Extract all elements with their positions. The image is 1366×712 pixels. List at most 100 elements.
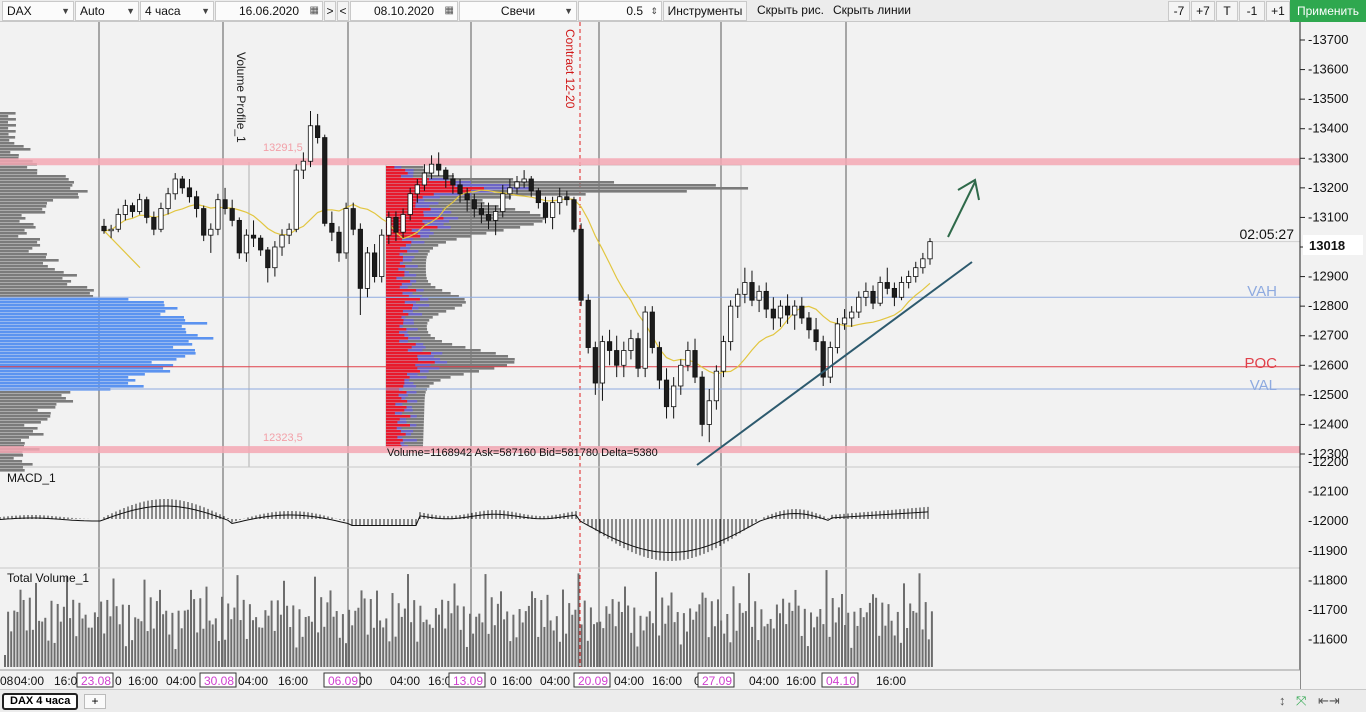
minus1-button[interactable]: -1 <box>1239 1 1265 21</box>
minus7-button[interactable]: -7 <box>1168 1 1190 21</box>
value-stepper[interactable]: 0.5 ⇕ <box>578 1 662 21</box>
candle-body <box>913 267 919 277</box>
ask-bar <box>386 337 409 340</box>
volume-bar <box>140 621 143 667</box>
profile-bar <box>0 310 166 313</box>
timeframe-select[interactable]: 4 часа ▼ <box>140 1 214 21</box>
chevron-down-icon: ▼ <box>564 6 573 16</box>
ask-bar <box>386 421 398 424</box>
volume-bar <box>648 611 651 667</box>
volume-bar <box>103 633 106 667</box>
volume-bar <box>109 616 112 667</box>
date-to-input[interactable]: 08.10.2020 ▦ <box>350 1 458 21</box>
volume-bar <box>701 592 704 667</box>
prev-button[interactable]: < <box>337 1 349 21</box>
volume-bar <box>329 590 332 667</box>
hide-lines-button[interactable]: Скрыть линии <box>832 3 912 17</box>
volume-bar <box>509 641 512 667</box>
chart-type-select[interactable]: Свечи ▼ <box>459 1 577 21</box>
candle-body <box>521 178 527 183</box>
profile-bar <box>0 400 74 403</box>
volume-bar <box>630 632 633 667</box>
volume-bar <box>868 602 871 667</box>
profile-bar <box>0 172 38 175</box>
hide-drawings-button[interactable]: Скрыть рис. <box>756 3 824 17</box>
volume-bar <box>670 592 673 667</box>
chevron-down-icon: ▼ <box>61 6 70 16</box>
volume-bar <box>735 630 738 667</box>
profile-bar <box>386 358 515 361</box>
volume-bar <box>428 624 431 667</box>
volume-bar <box>90 627 93 667</box>
time-label: 16:00 <box>786 674 816 688</box>
drawings[interactable] <box>696 178 980 466</box>
ask-bar <box>386 391 407 394</box>
tab-dax-4h[interactable]: DAX 4 часа <box>2 693 79 710</box>
volume-panel <box>4 570 933 667</box>
candle-body <box>471 199 477 209</box>
profile-bar <box>0 436 29 439</box>
candle-body <box>493 211 499 221</box>
candle-body <box>770 308 776 319</box>
volume-bar <box>44 617 47 667</box>
ask-bar <box>386 331 400 334</box>
ask-bar <box>386 430 401 433</box>
add-tab-button[interactable]: + <box>84 694 106 709</box>
volume-bar <box>698 604 701 667</box>
volume-bar <box>162 614 165 667</box>
volume-bar <box>345 643 347 667</box>
ask-bar <box>386 304 413 307</box>
candle-body <box>891 287 897 298</box>
volume-bar <box>837 607 840 667</box>
candle-body <box>820 341 826 378</box>
profile-bar <box>386 226 521 229</box>
profile-bar <box>0 229 25 232</box>
resize-vertical-icon[interactable]: ↕ <box>1279 693 1286 708</box>
profile-bar <box>386 193 586 196</box>
date-from-input[interactable]: 16.06.2020 ▦ <box>215 1 323 21</box>
candle-body <box>265 249 271 269</box>
profile-bar <box>0 421 41 424</box>
volume-bar <box>865 612 868 667</box>
t-button[interactable]: T <box>1216 1 1238 21</box>
symbol-select[interactable]: DAX ▼ <box>2 1 74 21</box>
volume-bar <box>754 601 757 667</box>
profile-bar <box>0 241 38 244</box>
volume-bar <box>168 634 171 667</box>
trend-line <box>696 261 973 466</box>
instruments-button[interactable]: Инструменты <box>663 1 747 21</box>
candle-body <box>421 172 428 186</box>
profile-bar <box>386 214 541 217</box>
calendar-icon: ▦ <box>444 5 454 16</box>
apply-button[interactable]: Применить <box>1290 0 1366 22</box>
ask-bar <box>386 277 397 280</box>
plus7-button[interactable]: +7 <box>1191 1 1215 21</box>
volume-bar <box>351 625 354 667</box>
axis-tick-label: -13600 <box>1308 62 1348 77</box>
volume-bar <box>642 630 645 667</box>
profile-bar <box>0 298 129 301</box>
volume-bar <box>310 621 313 667</box>
candle-body <box>813 329 819 343</box>
volume-bar <box>335 611 338 667</box>
candle-body <box>457 184 463 195</box>
candle-body <box>799 305 805 319</box>
ask-bar <box>386 217 444 220</box>
profile-bar <box>386 178 514 181</box>
plus1-button[interactable]: +1 <box>1266 1 1290 21</box>
fit-width-icon[interactable]: ⇤⇥ <box>1318 693 1340 708</box>
profile-bar <box>0 217 26 220</box>
last-price: 13018 <box>1309 238 1345 253</box>
price-chart[interactable]: -12300 -12400 -12500 -12600 -12700 -12800 -129… <box>0 22 1366 689</box>
price-axis[interactable]: -12300 -12400 -12500 -12600 -12700 -12800 -129… <box>1299 22 1366 689</box>
volume-bar <box>224 639 227 667</box>
fullscreen-icon[interactable]: ⤧ <box>1296 693 1307 708</box>
candle-body <box>728 305 734 343</box>
volume-bar <box>56 603 59 667</box>
volume-bar <box>255 617 258 667</box>
aggregation-select[interactable]: Auto ▼ <box>75 1 139 21</box>
volume-bar <box>664 623 667 667</box>
next-button[interactable]: > <box>324 1 336 21</box>
candle-body <box>671 385 677 408</box>
